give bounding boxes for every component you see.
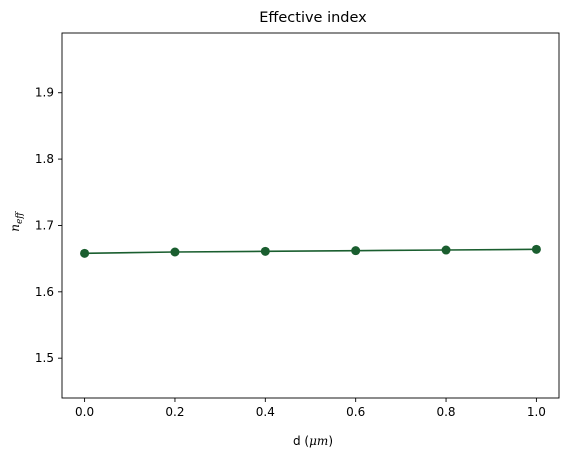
x-tick-label: 1.0	[527, 405, 546, 419]
y-tick-label: 1.6	[35, 285, 54, 299]
data-point	[351, 246, 361, 256]
x-axis-label-suffix: )	[328, 434, 333, 448]
plot-area	[61, 32, 560, 399]
series-group	[80, 244, 541, 258]
x-axis-label: d (μm)	[293, 434, 333, 448]
y-axis-label-sub: eff	[15, 211, 25, 224]
y-axis-label: neff	[8, 211, 25, 232]
chart-title: Effective index	[259, 10, 367, 26]
x-tick-label: 0.0	[75, 405, 94, 419]
x-tick-label: 0.4	[256, 405, 275, 419]
series-line	[84, 248, 537, 255]
y-tick-label: 1.5	[35, 351, 54, 365]
y-axis: 1.5 1.6 1.7 1.8 1.9	[35, 86, 62, 365]
y-tick-label: 1.9	[35, 86, 54, 100]
x-axis-label-unit: μm	[309, 434, 328, 448]
data-point	[170, 247, 180, 257]
x-tick-label: 0.2	[165, 405, 184, 419]
x-tick-label: 0.8	[436, 405, 455, 419]
y-axis-label-base: n	[8, 224, 22, 232]
x-tick-label: 0.6	[346, 405, 365, 419]
x-axis: 0.0 0.2 0.4 0.6 0.8 1.0	[75, 398, 546, 419]
data-point	[80, 248, 90, 258]
y-tick-label: 1.8	[35, 152, 54, 166]
data-point	[441, 245, 451, 255]
data-point	[531, 244, 541, 254]
x-axis-label-prefix: d (	[293, 434, 309, 448]
data-point	[260, 246, 270, 256]
plot-frame	[61, 32, 560, 399]
y-tick-label: 1.7	[35, 218, 54, 232]
